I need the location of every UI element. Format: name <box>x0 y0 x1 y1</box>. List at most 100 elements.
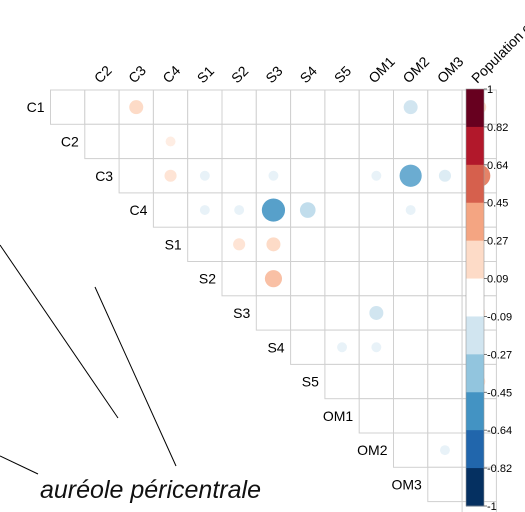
row-label-c4: C4 <box>129 202 147 218</box>
colorbar-segment <box>466 240 484 280</box>
colorbar-tick-label: -0.27 <box>487 349 512 361</box>
colorbar-tick-label: -0.09 <box>487 311 512 323</box>
colorbar-frame <box>465 88 485 507</box>
grid-cell <box>118 158 154 194</box>
colorbar-tick-label: -0.45 <box>487 387 512 399</box>
colorbar-segment <box>466 202 484 242</box>
colorbar-segment <box>466 430 484 469</box>
grid-cell <box>427 226 463 262</box>
corr-circle-s3-om1 <box>369 305 384 320</box>
grid-cell <box>187 89 223 125</box>
corr-circle-c3-s3 <box>268 170 279 181</box>
grid-cell <box>393 261 429 297</box>
row-label-s2: S2 <box>199 271 216 287</box>
grid-cell <box>187 226 223 262</box>
grid-cell <box>427 295 463 331</box>
colorbar-tick-label: -0.64 <box>487 425 512 437</box>
grid-cell <box>221 192 257 228</box>
grid-cell <box>358 226 395 262</box>
grid-cell <box>427 398 463 434</box>
leader-line <box>94 286 177 467</box>
grid-cell <box>358 192 395 228</box>
column-label-s1: S1 <box>194 63 218 87</box>
grid-cell <box>427 123 463 160</box>
corr-circle-c4-s2 <box>234 205 245 215</box>
corr-circle-c3-om3 <box>438 169 452 182</box>
grid-cell <box>187 123 223 160</box>
colorbar-segment <box>466 392 484 431</box>
grid-cell <box>358 261 395 297</box>
corr-circle-c4-s3 <box>261 198 286 222</box>
grid-cell <box>290 261 326 297</box>
grid-cell <box>290 295 326 331</box>
grid-cell <box>358 398 395 434</box>
grid-cell <box>324 226 360 262</box>
column-label-c3: C3 <box>125 62 149 86</box>
corr-circle-s4-om1 <box>371 342 382 353</box>
grid-cell <box>393 363 429 400</box>
corr-circle-s1-s2 <box>233 238 246 251</box>
grid-cell <box>393 329 429 365</box>
grid-cell <box>255 295 292 331</box>
row-label-s1: S1 <box>165 236 182 252</box>
corr-circle-om2-om3 <box>440 445 450 456</box>
grid-cell <box>358 363 395 400</box>
grid-cell <box>324 261 360 297</box>
leader-line <box>0 455 39 475</box>
grid-cell <box>221 123 257 160</box>
grid-cell <box>290 226 326 262</box>
corr-circle-c3-c4 <box>164 169 177 182</box>
grid-cell <box>255 123 292 160</box>
colorbar-tick-label: 0.64 <box>487 160 508 172</box>
corr-circle-c3-s1 <box>199 170 210 181</box>
colorbar-segment <box>466 89 484 128</box>
corr-circle-s2-s3 <box>264 270 283 288</box>
grid-cell <box>393 398 429 434</box>
grid-cell <box>84 89 120 125</box>
grid-cell <box>393 226 429 262</box>
colorbar-tick-label: 0.45 <box>487 198 508 210</box>
corr-circle-c1-om2 <box>403 100 418 115</box>
grid-cell <box>221 89 257 125</box>
column-label-s3: S3 <box>262 63 286 87</box>
corr-circle-s1-s3 <box>266 237 281 252</box>
column-label-om1: OM1 <box>365 53 398 86</box>
row-label-c3: C3 <box>95 168 113 184</box>
grid-cell <box>358 123 395 160</box>
grid-cell <box>393 295 429 331</box>
corr-circle-c3-om2 <box>399 164 422 187</box>
row-label-c1: C1 <box>27 99 45 115</box>
corr-circle-c2-c4 <box>165 136 176 147</box>
corr-circle-c4-om2 <box>405 205 416 215</box>
grid-cell <box>393 432 429 468</box>
grid-cell <box>358 89 395 125</box>
grid-cell <box>221 158 257 194</box>
colorbar-segment <box>466 354 484 393</box>
column-label-c4: C4 <box>159 62 183 86</box>
colorbar-tick-label: 0.82 <box>487 122 508 134</box>
grid-cell <box>152 192 189 228</box>
corr-circle-s4-s5 <box>337 342 347 353</box>
row-label-om1: OM1 <box>323 408 354 424</box>
grid-cell <box>290 329 326 365</box>
column-label-om2: OM2 <box>399 53 432 86</box>
corr-circle-c4-s1 <box>199 205 210 215</box>
caption-text: auréole péricentrale <box>40 476 261 504</box>
grid-cell <box>324 192 360 228</box>
grid-cell <box>324 295 360 331</box>
corr-circle-c4-s4 <box>299 202 316 218</box>
colorbar-tick-label: 0.27 <box>487 236 508 248</box>
colorbar-tick-label: -1 <box>487 501 497 512</box>
colorbar-segment <box>466 126 484 166</box>
column-label-s5: S5 <box>331 63 355 87</box>
grid-cell <box>84 123 120 160</box>
column-label-c2: C2 <box>91 62 115 86</box>
row-label-s3: S3 <box>233 305 250 321</box>
grid-cell <box>290 123 326 160</box>
leader-line <box>0 244 119 419</box>
colorbar-tick-label: -0.82 <box>487 463 512 475</box>
grid-cell <box>255 89 292 125</box>
grid-cell <box>427 329 463 365</box>
corr-circle-c3-om1 <box>371 170 382 181</box>
